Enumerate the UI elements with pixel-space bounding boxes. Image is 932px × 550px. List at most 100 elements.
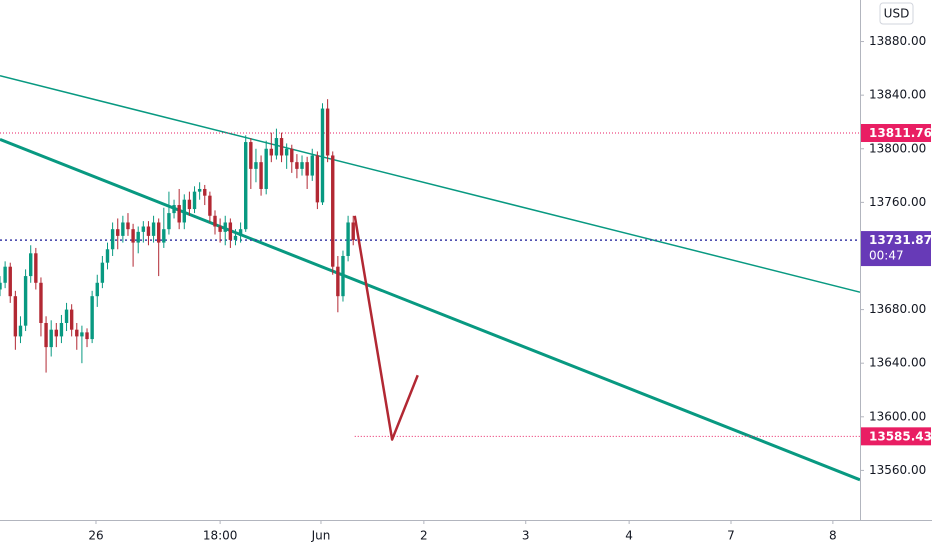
candle-body: [141, 226, 146, 232]
candle-body: [310, 155, 314, 176]
candle-body: [208, 195, 212, 216]
candle-body: [177, 205, 181, 223]
x-tick-label: Jun: [311, 529, 331, 543]
candle-body: [351, 222, 355, 241]
candle-body: [151, 222, 156, 236]
y-tick-label: 13680.00: [869, 302, 926, 316]
candle-body: [126, 222, 130, 230]
candle-body: [305, 162, 309, 176]
candle-body: [336, 266, 340, 297]
candle-body: [13, 296, 18, 337]
candle-body: [238, 229, 243, 236]
candle-body: [187, 199, 192, 210]
x-tick-label: 4: [625, 529, 633, 543]
candle-body: [315, 155, 320, 203]
y-tick-label: 13600.00: [869, 409, 926, 423]
candle-body: [213, 215, 217, 227]
candle-body: [136, 231, 140, 243]
candle-body: [341, 255, 345, 297]
candle-body: [100, 262, 105, 283]
candle-body: [162, 229, 166, 243]
x-tick-label: 18:00: [203, 529, 238, 543]
candle-body: [182, 199, 186, 223]
candle-body: [244, 142, 248, 230]
candle-body: [254, 162, 258, 169]
candle-body: [131, 229, 135, 243]
candle-body: [269, 148, 274, 156]
candle-body: [90, 296, 94, 340]
candle-body: [284, 148, 289, 156]
candle-body: [156, 222, 161, 243]
candle-body: [59, 322, 64, 337]
candle-body: [249, 142, 253, 169]
candle-body: [80, 332, 84, 337]
candle-body: [23, 276, 28, 326]
candle-body: [64, 309, 69, 323]
candle-body: [295, 162, 299, 169]
candle-body: [54, 329, 59, 337]
x-tick-label: 7: [727, 529, 735, 543]
candle-body: [0, 282, 2, 290]
candle-body: [95, 282, 99, 297]
price-level-label: 13731.87: [869, 233, 932, 247]
candle-body: [279, 138, 284, 156]
candle-body: [290, 148, 294, 163]
candle-body: [172, 205, 176, 214]
candle-body: [197, 188, 202, 192]
y-tick-label: 13760.00: [869, 195, 926, 209]
candle-body: [18, 325, 23, 337]
candle-body: [8, 266, 12, 297]
price-level-box: [861, 427, 931, 446]
candle-body: [274, 138, 279, 156]
candle-body: [105, 249, 110, 263]
candle-body: [228, 222, 233, 240]
candle-body: [85, 332, 89, 340]
trendline: [0, 74, 861, 293]
price-level-box: [861, 124, 931, 143]
axes: 13880.00 13840.00 13800.00 13760.00 13680.00…: [88, 34, 932, 542]
candle-body: [223, 222, 227, 232]
candle-body: [39, 282, 43, 323]
currency-box[interactable]: [879, 2, 914, 25]
candle-body: [218, 226, 222, 232]
candle-body: [192, 191, 197, 210]
plot-area: [0, 74, 861, 482]
candle-body: [3, 266, 7, 283]
candle-body: [320, 108, 325, 203]
candle-body: [75, 329, 79, 337]
x-tick-label: 26: [88, 529, 103, 543]
candle-body: [49, 329, 53, 348]
candle-body: [121, 222, 125, 236]
candle-body: [203, 188, 207, 196]
projection-path: [353, 215, 419, 441]
candle-body: [264, 148, 268, 189]
x-tick-label: 2: [420, 529, 428, 543]
price-level-box: [861, 231, 931, 267]
candle-body: [69, 309, 74, 330]
candle-body: [325, 108, 330, 156]
trendline: [0, 137, 861, 482]
candle-body: [146, 226, 151, 236]
candle-body: [116, 229, 120, 236]
candle-body: [331, 155, 335, 267]
price-level-label: 13811.76: [869, 126, 932, 140]
candle-body: [34, 253, 38, 283]
candle-body: [233, 235, 238, 240]
x-tick-label: 3: [522, 529, 530, 543]
countdown-label: 00:47: [869, 249, 904, 263]
y-tick-label: 13800.00: [869, 141, 926, 155]
candle-body: [167, 213, 171, 230]
x-tick-label: 8: [829, 529, 837, 543]
y-tick-label: 13560.00: [869, 463, 926, 477]
candle-body: [259, 162, 263, 189]
candle-body: [300, 162, 304, 169]
y-tick-label: 13840.00: [869, 88, 926, 102]
candle-body: [44, 322, 48, 348]
candle-body: [346, 222, 350, 256]
candle-body: [29, 253, 33, 277]
y-tick-label: 13640.00: [869, 356, 926, 370]
currency-label: USD: [884, 7, 910, 21]
price-level-label: 13585.43: [869, 429, 932, 443]
